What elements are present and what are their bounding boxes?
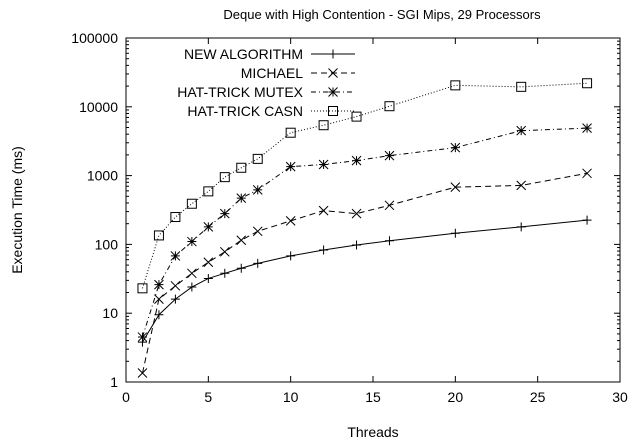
x-tick-label: 20 <box>448 389 464 405</box>
data-point <box>384 101 395 112</box>
series-line <box>141 172 588 374</box>
chart-title: Deque with High Contention - SGI Mips, 2… <box>223 7 541 22</box>
data-point <box>154 279 164 290</box>
data-point <box>318 120 329 131</box>
data-point <box>170 251 181 261</box>
series-layer <box>137 78 593 378</box>
series-line <box>142 219 588 343</box>
legend: NEW ALGORITHM MICHAEL HAT-TRICK MUTEX HAT-T… <box>177 46 355 119</box>
data-point <box>187 282 197 292</box>
data-point <box>252 226 263 237</box>
legend-label: NEW ALGORITHM <box>184 46 303 62</box>
data-point <box>328 49 338 59</box>
data-point <box>285 127 296 138</box>
data-point <box>220 268 230 278</box>
data-point <box>582 78 593 89</box>
data-point <box>328 87 338 97</box>
data-point <box>252 185 263 195</box>
data-point <box>450 80 461 91</box>
data-point <box>384 150 395 161</box>
data-point <box>328 106 338 116</box>
legend-item: HAT-TRICK MUTEX <box>177 84 355 100</box>
data-point <box>516 81 527 92</box>
x-tick-label: 15 <box>365 389 381 405</box>
data-point <box>153 230 164 241</box>
x-tick-label: 30 <box>612 389 628 405</box>
data-point <box>219 172 230 183</box>
y-tick-label: 1000 <box>87 168 118 184</box>
series-line <box>141 127 588 338</box>
data-point <box>286 251 296 261</box>
data-point <box>137 283 148 294</box>
series <box>137 123 592 342</box>
data-point <box>318 205 329 216</box>
legend-label: MICHAEL <box>241 65 303 81</box>
y-tick-label: 100000 <box>71 30 118 46</box>
y-tick-label: 100 <box>95 236 119 252</box>
data-point <box>203 221 214 232</box>
data-point <box>154 310 164 320</box>
data-point <box>384 236 394 246</box>
legend-item: MICHAEL <box>241 65 355 81</box>
x-tick-label: 25 <box>530 389 546 405</box>
data-point <box>236 162 247 173</box>
series <box>137 168 592 378</box>
x-tick-label: 10 <box>283 389 299 405</box>
series-line <box>141 82 588 289</box>
data-point <box>219 208 230 219</box>
series <box>137 78 593 294</box>
data-point <box>516 125 527 136</box>
data-point <box>219 246 230 257</box>
x-tick-label: 0 <box>122 389 130 405</box>
y-axis-label: Execution Time (ms) <box>9 146 25 274</box>
data-point <box>450 142 461 153</box>
data-point <box>450 182 461 192</box>
legend-label: HAT-TRICK CASN <box>187 103 303 119</box>
y-tick-label: 1 <box>110 374 118 390</box>
series <box>137 215 592 347</box>
data-point <box>137 368 148 378</box>
data-point <box>236 193 247 204</box>
data-point <box>516 222 526 232</box>
data-point <box>154 294 164 305</box>
data-point <box>582 123 592 133</box>
data-point <box>170 212 181 223</box>
data-point <box>351 155 362 166</box>
data-point <box>285 215 296 226</box>
data-point <box>186 198 197 209</box>
legend-label: HAT-TRICK MUTEX <box>177 84 303 100</box>
legend-item: NEW ALGORITHM <box>184 46 355 62</box>
data-point <box>170 294 180 304</box>
data-point <box>582 215 592 225</box>
x-tick-label: 5 <box>204 389 212 405</box>
y-tick-label: 10 <box>102 305 118 321</box>
data-point <box>252 153 263 164</box>
axis-ticks: 0 5 10 15 20 25 30 1 10 100 1000 10000 100000 <box>71 30 628 405</box>
data-point <box>351 208 362 219</box>
data-point <box>318 159 329 170</box>
data-point <box>187 236 197 247</box>
legend-item: HAT-TRICK CASN <box>187 103 355 119</box>
data-point <box>516 180 527 191</box>
data-point <box>203 257 214 268</box>
data-point <box>187 268 197 279</box>
data-point <box>253 258 263 268</box>
data-point <box>319 245 329 255</box>
data-point <box>328 68 338 78</box>
data-point <box>351 111 362 122</box>
data-point <box>384 200 395 211</box>
x-axis-label: Threads <box>347 424 398 440</box>
data-point <box>236 235 247 246</box>
data-point <box>450 228 460 238</box>
data-point <box>203 273 213 283</box>
data-point <box>285 161 296 172</box>
y-tick-label: 10000 <box>79 99 118 115</box>
data-point <box>203 186 214 197</box>
data-point <box>137 332 148 342</box>
data-point <box>582 168 592 179</box>
data-point <box>170 280 181 291</box>
data-point <box>352 240 362 250</box>
data-point <box>236 263 246 273</box>
